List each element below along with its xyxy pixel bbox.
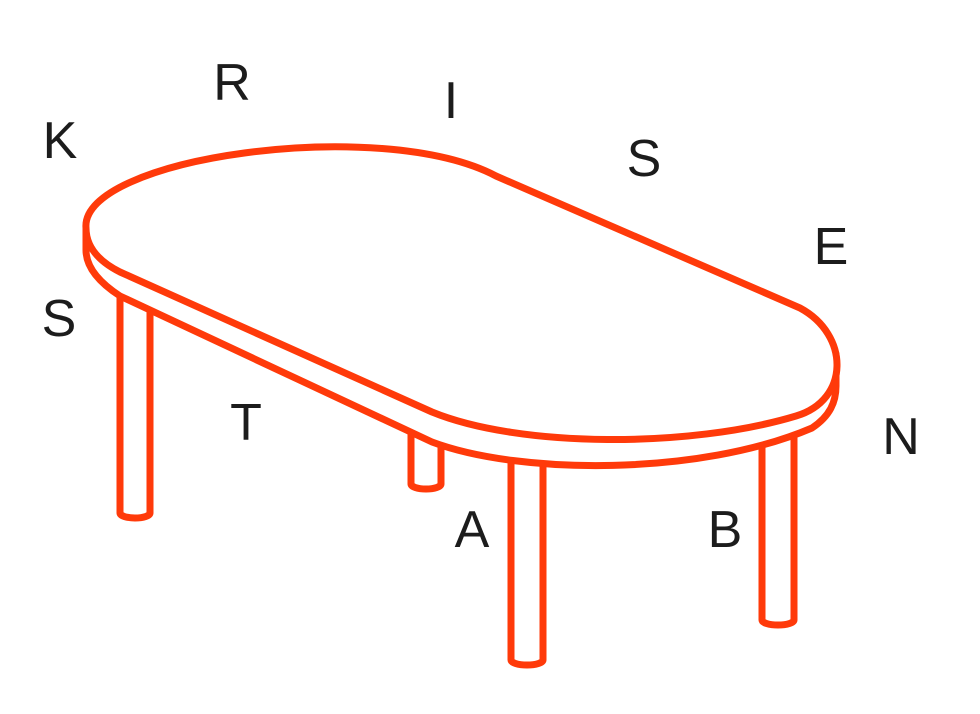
table-leg-front-center: [507, 456, 547, 669]
letter-e: E: [813, 218, 849, 276]
letter-s-left: S: [41, 290, 77, 348]
table-top: [82, 143, 841, 443]
letter-k: K: [42, 112, 78, 170]
letter-i: I: [443, 72, 459, 130]
table-leg-front-left: [116, 292, 154, 522]
letter-s-top: S: [626, 130, 662, 188]
letter-t: T: [230, 394, 262, 452]
letter-a: A: [454, 501, 490, 559]
letter-n: N: [882, 408, 920, 466]
letter-b: B: [707, 501, 743, 559]
table-leg-right: [758, 430, 798, 629]
letter-r: R: [213, 54, 251, 112]
